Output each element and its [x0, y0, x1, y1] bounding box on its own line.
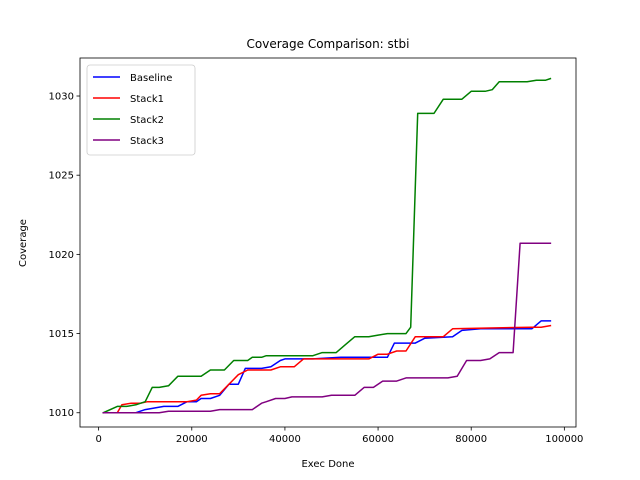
y-tick-label: 1010 [49, 408, 74, 419]
y-axis-label: Coverage [18, 219, 29, 267]
series-line-stack3 [102, 242, 552, 414]
y-tick-label: 1020 [49, 250, 74, 261]
y-tick-label: 1025 [49, 171, 74, 182]
x-tick-label: 0 [95, 434, 101, 445]
series-line-stack2 [102, 77, 552, 414]
chart-title: Coverage Comparison: stbi [247, 37, 410, 51]
x-tick-label: 20000 [176, 434, 208, 445]
plot-area [102, 77, 552, 414]
x-axis-label: Exec Done [301, 459, 354, 470]
legend: Baseline Stack1 Stack2 Stack3 [86, 64, 196, 156]
x-tick-label: 100000 [545, 434, 583, 445]
y-tick-label: 1015 [49, 329, 74, 340]
y-tick-label: 1030 [49, 92, 74, 103]
legend-label-stack1: Stack1 [130, 94, 164, 105]
legend-label-stack3: Stack3 [130, 136, 164, 147]
series-line-stack1 [102, 324, 552, 414]
x-tick-label: 40000 [269, 434, 301, 445]
x-tick-label: 80000 [455, 434, 487, 445]
x-tick-label: 60000 [362, 434, 394, 445]
axes: 0 20000 40000 60000 80000 100000 1010 1015 1020 1… [49, 57, 583, 445]
legend-box [86, 64, 196, 156]
legend-label-stack2: Stack2 [130, 115, 164, 126]
plot-frame [79, 57, 577, 428]
legend-label-baseline: Baseline [130, 73, 172, 84]
